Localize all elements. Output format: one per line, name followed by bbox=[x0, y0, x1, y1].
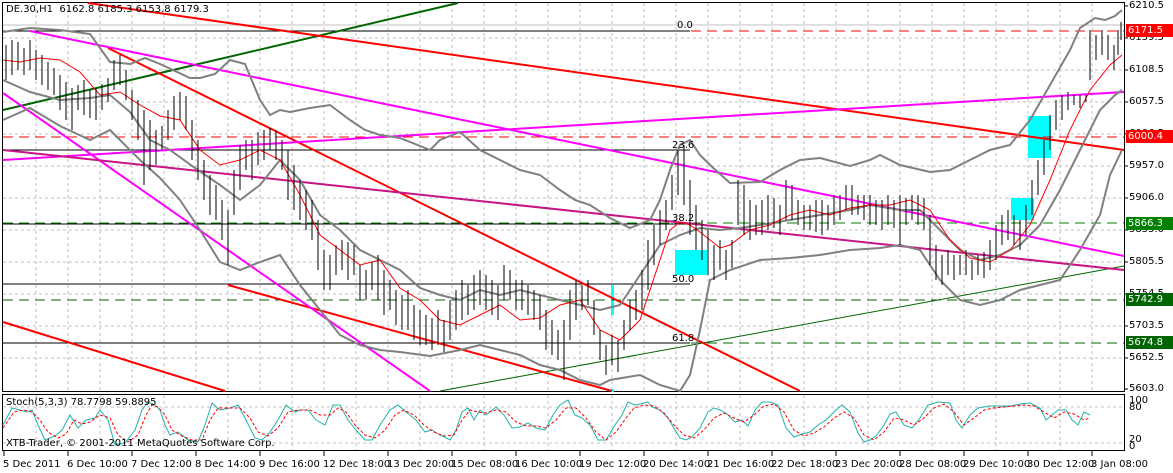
time-tick: 6 Dec 10:00 bbox=[67, 459, 128, 470]
price-tick: 6159.5 bbox=[1129, 32, 1164, 43]
copyright-text: XTB-Trader, © 2001-2011 MetaQuotes Softw… bbox=[6, 438, 275, 449]
price-tick: 5603.0 bbox=[1129, 383, 1164, 394]
moving-average-line bbox=[2, 54, 1123, 341]
highlight-zones bbox=[611, 116, 1051, 392]
time-tick: 28 Dec 08:00 bbox=[899, 459, 967, 470]
fib-label-0: 0.0 bbox=[677, 20, 693, 31]
stoch-signal-line bbox=[2, 403, 1091, 443]
time-tick: 20 Dec 14:00 bbox=[643, 459, 711, 470]
time-tick: 15 Dec 08:00 bbox=[451, 459, 519, 470]
fib-label-38-2: 38.2 bbox=[672, 213, 695, 224]
time-tick: 19 Dec 12:00 bbox=[579, 459, 647, 470]
time-tick: 21 Dec 16:00 bbox=[707, 459, 775, 470]
price-tick: 5957.0 bbox=[1129, 160, 1164, 171]
time-tick: 13 Dec 20:00 bbox=[387, 459, 455, 470]
symbol-timeframe: DE.30,H1 bbox=[6, 4, 53, 15]
stoch-tick-100: 100 bbox=[1129, 395, 1149, 406]
price-tag-red: 6000.4 bbox=[1126, 130, 1173, 143]
price-tag-green: 5742.9 bbox=[1126, 293, 1173, 306]
chart-header: DE.30,H1 6162.8 6185.3 6153.8 6179.3 bbox=[6, 4, 209, 15]
stoch-tick-20: 20 bbox=[1129, 434, 1142, 445]
price-tick: 6210.5 bbox=[1129, 0, 1164, 11]
time-tick: 5 Dec 2011 bbox=[3, 459, 61, 470]
price-tick: 6057.5 bbox=[1129, 96, 1164, 107]
price-tick: 5652.5 bbox=[1129, 352, 1164, 363]
fibonacci-lines[interactable] bbox=[3, 30, 690, 344]
time-tick: 12 Dec 18:00 bbox=[323, 459, 391, 470]
time-tick: 9 Dec 16:00 bbox=[259, 459, 320, 470]
price-tick: 5906.0 bbox=[1129, 192, 1164, 203]
stoch-tick-80: 80 bbox=[1129, 402, 1142, 413]
candlesticks bbox=[5, 22, 1122, 380]
time-tick: 8 Dec 14:00 bbox=[195, 459, 256, 470]
price-tick: 5703.5 bbox=[1129, 320, 1164, 331]
time-tick: 7 Dec 12:00 bbox=[131, 459, 192, 470]
ohlc-values: 6162.8 6185.3 6153.8 6179.3 bbox=[59, 4, 209, 15]
fib-label-61-8: 61.8 bbox=[672, 333, 695, 344]
price-tag-red: 6171.5 bbox=[1126, 24, 1173, 37]
price-tag-green: 5866.3 bbox=[1126, 217, 1173, 230]
time-tick: 16 Dec 10:00 bbox=[515, 459, 583, 470]
price-tag-green: 5674.8 bbox=[1126, 336, 1173, 349]
stoch-tick-0: 0 bbox=[1129, 441, 1136, 452]
time-tick: 22 Dec 18:00 bbox=[771, 459, 839, 470]
time-tick: 29 Dec 10:00 bbox=[963, 459, 1031, 470]
time-tick: 3 Jan 08:00 bbox=[1091, 459, 1148, 470]
fib-label-23-6: 23.6 bbox=[672, 140, 695, 151]
time-tick: 23 Dec 20:00 bbox=[835, 459, 903, 470]
time-tick: 30 Dec 12:00 bbox=[1027, 459, 1095, 470]
stoch-label: Stoch(5,3,3) 78.7798 59.8895 bbox=[6, 397, 157, 408]
price-tick: 6108.5 bbox=[1129, 64, 1164, 75]
fib-label-50: 50.0 bbox=[672, 274, 695, 285]
price-tick: 5805.5 bbox=[1129, 256, 1164, 267]
